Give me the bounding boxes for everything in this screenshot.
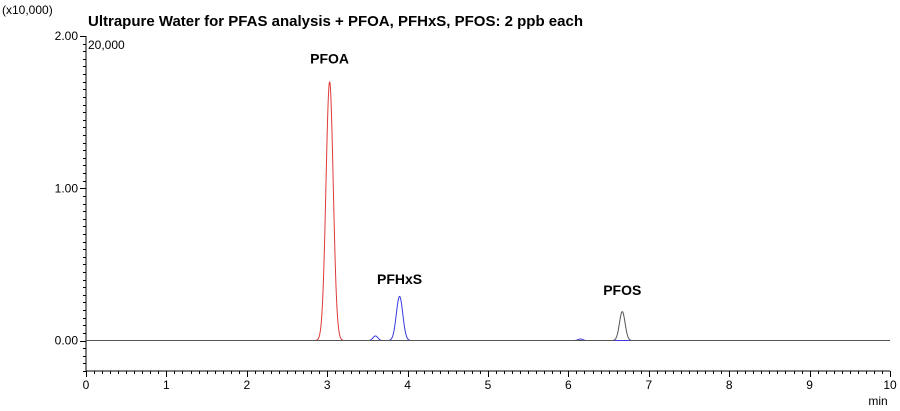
x-tick-label: 6	[565, 378, 572, 392]
x-tick-label: 4	[404, 378, 411, 392]
y-tick-label: 1.00	[55, 181, 79, 195]
trace-2	[86, 295, 890, 342]
x-tick-label: 3	[324, 378, 331, 392]
y-tick-label: 0.00	[55, 334, 79, 348]
trace-3	[86, 310, 890, 342]
peak-label: PFOS	[603, 282, 641, 298]
trace-1	[86, 81, 890, 342]
y-axis-ticks: 0.00 1.00 2.00	[55, 29, 86, 372]
x-tick-label: 1	[163, 378, 170, 392]
y-tick-label: 2.00	[55, 29, 79, 43]
x-tick-label: 7	[645, 378, 652, 392]
chart-title: Ultrapure Water for PFAS analysis + PFOA…	[88, 13, 583, 30]
x-tick-label: 8	[726, 378, 733, 392]
y-multiplier-label: (x10,000)	[2, 3, 53, 17]
y-max-label: 20,000	[88, 38, 125, 52]
chromatogram-traces	[86, 81, 890, 342]
x-tick-label: 0	[83, 378, 90, 392]
x-tick-label: 10	[883, 378, 897, 392]
peak-label: PFHxS	[377, 271, 422, 287]
x-axis-ticks: 0 1 2 3 4 5 6 7 8 9 10	[83, 371, 897, 392]
x-tick-label: 9	[806, 378, 813, 392]
x-axis-label: min	[868, 394, 887, 408]
peak-annotations: PFOA PFHxS PFOS	[310, 50, 641, 297]
x-tick-label: 5	[485, 378, 492, 392]
x-tick-label: 2	[243, 378, 250, 392]
peak-label: PFOA	[310, 50, 349, 66]
